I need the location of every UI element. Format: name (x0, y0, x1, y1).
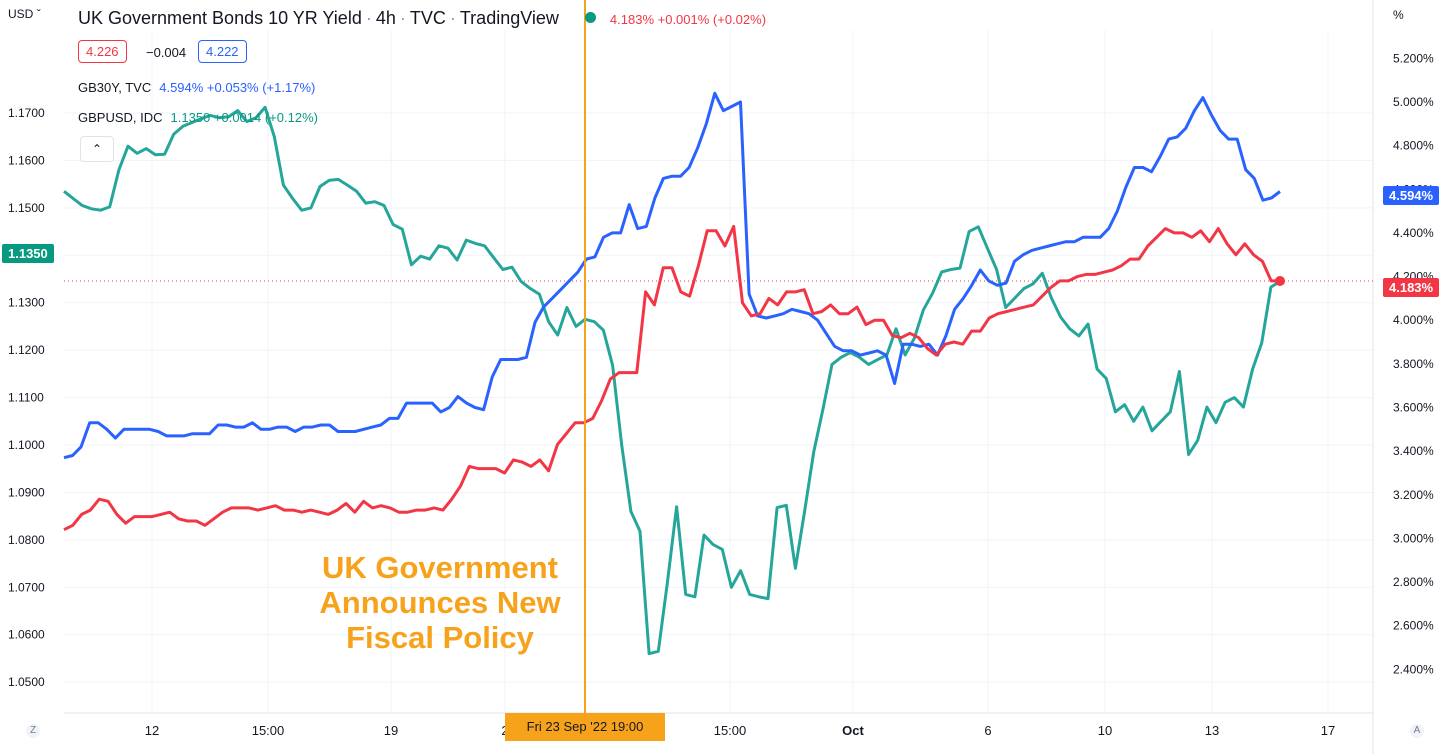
symbol-title[interactable]: UK Government Bonds 10 YR Yield (78, 8, 362, 28)
gbpusd-price-tag: 1.1350 (2, 244, 54, 263)
chevron-up-icon: ⌃ (91, 142, 103, 156)
x-tick-label: Oct (842, 723, 864, 738)
left-axis-tick-label: 1.0800 (8, 533, 45, 547)
right-axis-tick-label: 4.400% (1393, 226, 1434, 240)
legend-name: GBPUSD, IDC (78, 110, 163, 125)
right-axis-tick-label: 3.800% (1393, 357, 1434, 371)
market-status-icon (584, 12, 596, 24)
right-axis-unit: % (1393, 8, 1404, 22)
legend-value: 1.1350 +0.0014 (+0.12%) (170, 110, 318, 125)
right-axis-tick-label: 3.000% (1393, 531, 1434, 545)
ask-value[interactable]: 4.222 (198, 40, 247, 63)
last-price-marker (1275, 275, 1285, 286)
x-tick-label: 13 (1205, 723, 1219, 738)
x-tick-label: 12 (145, 723, 159, 738)
right-axis-tick-label: 3.600% (1393, 401, 1434, 415)
legend-gb30y[interactable]: GB30Y, TVC 4.594% +0.053% (+1.17%) (78, 80, 315, 95)
right-axis-tick-label: 3.400% (1393, 444, 1434, 458)
x-tick-label: 19 (384, 723, 398, 738)
left-axis-tick-label: 1.1700 (8, 106, 45, 120)
series-line-1 (63, 91, 1281, 460)
currency-label: USD (8, 7, 34, 21)
left-axis-tick-label: 1.1600 (8, 153, 45, 167)
right-axis-tick-label: 3.200% (1393, 488, 1434, 502)
legend-gbpusd[interactable]: GBPUSD, IDC 1.1350 +0.0014 (+0.12%) (78, 110, 318, 125)
series-line-0 (63, 105, 1281, 656)
price-change: 4.183% +0.001% (+0.02%) (609, 12, 767, 27)
left-axis-tick-label: 1.0500 (8, 675, 45, 689)
right-axis-tick-label: 2.400% (1393, 662, 1434, 676)
right-axis-tick-label: 2.800% (1393, 575, 1434, 589)
left-axis-tick-label: 1.1100 (8, 391, 44, 405)
left-axis-tick-label: 1.0900 (8, 485, 45, 499)
collapse-legend-button[interactable]: ⌃ (80, 136, 114, 162)
left-axis-tick-label: 1.1500 (8, 201, 45, 215)
auto-scale-right-button[interactable]: A (1410, 724, 1424, 738)
series-line-2 (63, 224, 1280, 532)
x-tick-label: 6 (984, 723, 991, 738)
currency-selector[interactable]: USD ˇ (8, 7, 41, 21)
right-axis-tick-label: 4.800% (1393, 139, 1434, 153)
left-axis-tick-label: 1.1200 (8, 343, 45, 357)
x-tick-label: 17 (1321, 723, 1335, 738)
legend-name: GB30Y, TVC (78, 80, 152, 95)
gb30y-price-tag: 4.594% (1383, 186, 1440, 205)
chart-header: UK Government Bonds 10 YR Yield · 4h · TVC · T… (78, 8, 767, 28)
exchange-label: TVC (409, 8, 446, 28)
x-tick-label: 15:00 (714, 723, 747, 738)
interval-label[interactable]: 4h (375, 8, 396, 28)
left-axis-tick-label: 1.1300 (8, 296, 45, 310)
event-annotation[interactable]: UK Government Announces New Fiscal Polic… (319, 550, 561, 655)
left-axis-tick-label: 1.0600 (8, 628, 45, 642)
x-tick-label: 10 (1098, 723, 1112, 738)
legend-value: 4.594% +0.053% (+1.17%) (159, 80, 316, 95)
left-axis-tick-label: 1.1000 (8, 438, 45, 452)
platform-label: TradingView (459, 8, 559, 28)
right-axis-tick-label: 5.200% (1393, 51, 1434, 65)
right-axis-tick-label: 5.000% (1393, 95, 1434, 109)
chevron-down-icon: ˇ (36, 7, 41, 21)
crosshair-time-label: Fri 23 Sep '22 19:00 (505, 713, 665, 741)
x-tick-label: 15:00 (252, 723, 285, 738)
right-axis-tick-label: 2.600% (1393, 619, 1434, 633)
spread-value: −0.004 (146, 45, 187, 60)
bid-value[interactable]: 4.226 (78, 40, 127, 63)
auto-scale-left-button[interactable]: Z (26, 724, 40, 738)
right-axis-tick-label: 4.000% (1393, 313, 1434, 327)
gb10y-price-tag: 4.183% (1383, 278, 1440, 297)
left-axis-tick-label: 1.0700 (8, 580, 45, 594)
